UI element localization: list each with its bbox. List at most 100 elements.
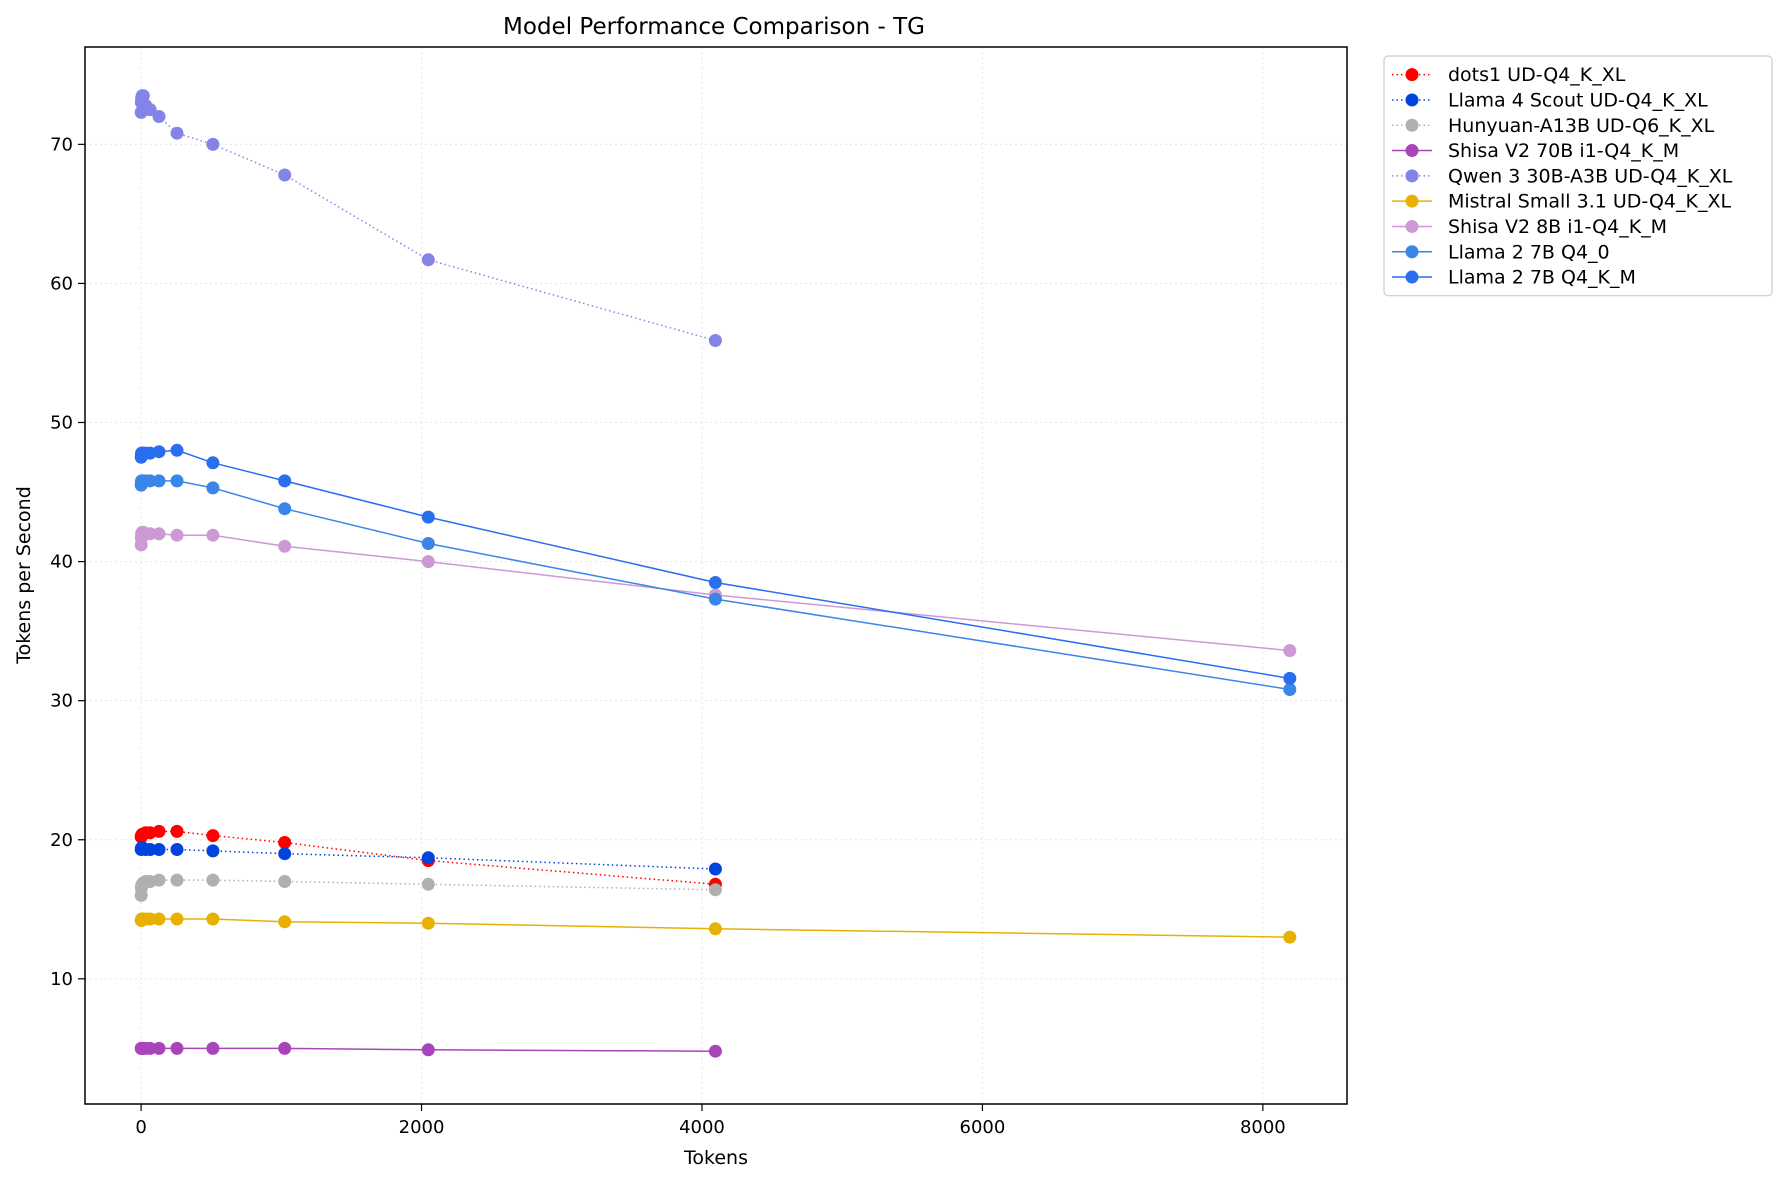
data-point	[206, 829, 220, 843]
x-tick-label: 8000	[1240, 1117, 1286, 1138]
series-3	[134, 1041, 722, 1058]
legend-swatch-marker	[1405, 194, 1419, 208]
data-point	[421, 537, 435, 550]
data-point	[136, 89, 150, 103]
data-point	[170, 528, 184, 542]
data-point	[421, 851, 435, 865]
legend: dots1 UD-Q4_K_XL Llama 4 Scout UD-Q4_K_XL…	[1383, 55, 1773, 297]
series-8	[134, 443, 1297, 685]
data-point	[278, 1041, 292, 1055]
data-point	[170, 1041, 184, 1055]
legend-entry: Qwen 3 30B-A3B UD-Q4_K_XL	[1392, 165, 1733, 187]
y-tick-label: 30	[50, 691, 73, 712]
data-point	[143, 103, 157, 117]
y-tick-label: 40	[50, 552, 73, 573]
legend-label: Llama 2 7B Q4_0	[1448, 241, 1610, 263]
data-point	[421, 1043, 435, 1057]
data-point	[1283, 683, 1297, 696]
data-point	[708, 334, 722, 347]
legend-swatch-marker	[1405, 118, 1419, 132]
x-tick-label: 2000	[399, 1117, 445, 1138]
data-point	[278, 502, 292, 516]
data-point	[143, 912, 157, 926]
legend-swatch-marker	[1405, 93, 1419, 107]
data-point	[278, 915, 292, 929]
data-point	[152, 1041, 166, 1055]
series-7	[134, 474, 1297, 696]
legend-swatch-marker	[1405, 245, 1419, 259]
series-2	[134, 873, 722, 902]
data-point	[152, 873, 166, 887]
legend-entry: dots1 UD-Q4_K_XL	[1392, 64, 1626, 86]
legend-entry: Hunyuan-A13B UD-Q6_K_XL	[1392, 115, 1715, 137]
chart-title: Model Performance Comparison - TG	[503, 14, 925, 40]
legend-swatch-marker	[1405, 169, 1419, 183]
data-point	[152, 110, 166, 123]
plot-series	[134, 89, 1297, 1058]
legend-box	[1383, 55, 1773, 297]
y-tick-label: 50	[50, 413, 73, 434]
x-tick-label: 4000	[679, 1117, 725, 1138]
data-point	[278, 836, 292, 849]
data-point	[152, 824, 166, 838]
data-point	[206, 912, 220, 926]
data-point	[206, 528, 220, 542]
data-point	[143, 1041, 157, 1055]
data-point	[278, 168, 292, 182]
data-point	[170, 126, 184, 140]
y-tick-label: 10	[50, 969, 73, 990]
legend-swatch-marker	[1405, 68, 1419, 82]
legend-label: Llama 4 Scout UD-Q4_K_XL	[1448, 89, 1708, 111]
data-point	[206, 1041, 220, 1055]
plot-frame	[84, 46, 1348, 1105]
data-point	[206, 137, 220, 151]
data-point	[170, 443, 184, 457]
data-point	[1283, 644, 1297, 658]
data-point	[1283, 930, 1297, 944]
series-6	[134, 525, 1297, 658]
data-point	[152, 843, 166, 856]
legend-entry: Llama 2 7B Q4_0	[1392, 241, 1610, 263]
data-point	[421, 510, 435, 524]
legend-entry: Shisa V2 70B i1-Q4_K_M	[1392, 140, 1679, 162]
data-point	[708, 1044, 722, 1058]
series-1	[134, 841, 722, 876]
data-point	[143, 527, 157, 541]
data-point	[206, 456, 220, 470]
y-axis-ticks: 10 20 30 40 50 60 70	[50, 134, 85, 990]
data-point	[206, 873, 220, 887]
data-point	[170, 843, 184, 856]
legend-swatch-marker	[1405, 270, 1419, 284]
data-point	[170, 474, 184, 488]
y-tick-label: 70	[50, 134, 73, 155]
data-point	[421, 253, 435, 267]
data-point	[708, 576, 722, 589]
legend-entry: Llama 2 7B Q4_K_M	[1392, 267, 1636, 289]
x-tick-label: 6000	[960, 1117, 1006, 1138]
data-point	[278, 539, 292, 553]
legend-label: Llama 2 7B Q4_K_M	[1448, 267, 1636, 289]
y-axis-label: Tokens per Second	[13, 486, 35, 665]
x-axis-label: Tokens	[683, 1147, 748, 1169]
data-point	[170, 824, 184, 838]
legend-entry: Shisa V2 8B i1-Q4_K_M	[1392, 216, 1667, 238]
data-point	[152, 445, 166, 459]
data-point	[278, 847, 292, 861]
data-point	[170, 912, 184, 926]
data-point	[152, 474, 166, 488]
y-tick-label: 60	[50, 273, 73, 294]
legend-entry: Mistral Small 3.1 UD-Q4_K_XL	[1392, 191, 1731, 213]
data-point	[206, 481, 220, 495]
legend-swatch-marker	[1405, 219, 1419, 233]
data-point	[143, 474, 157, 488]
data-point	[1283, 671, 1297, 685]
legend-label: dots1 UD-Q4_K_XL	[1448, 64, 1626, 86]
x-axis-ticks: 0 2000 4000 6000 8000	[135, 1104, 1286, 1138]
data-point	[152, 527, 166, 541]
data-point	[170, 873, 184, 887]
legend-label: Shisa V2 8B i1-Q4_K_M	[1448, 216, 1667, 238]
data-point	[708, 922, 722, 936]
data-point	[278, 875, 292, 888]
data-point	[152, 912, 166, 926]
